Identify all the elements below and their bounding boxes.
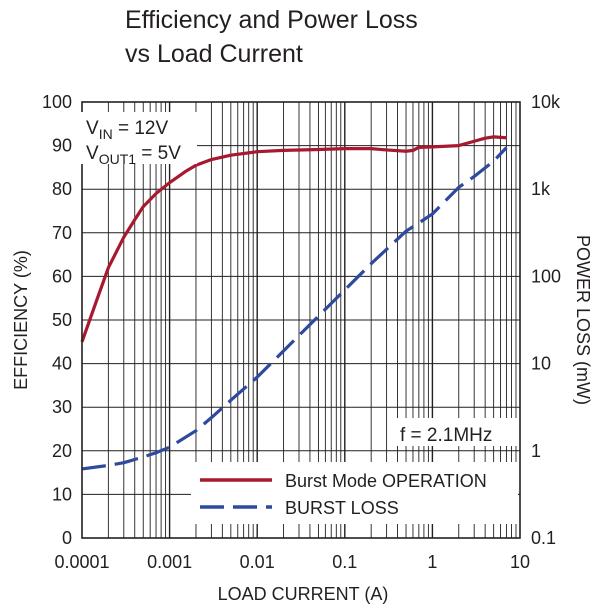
series-line-burst-loss bbox=[81, 146, 508, 471]
vin-value: = 12V bbox=[113, 118, 169, 139]
y-left-tick-label: 90 bbox=[52, 136, 72, 156]
y-left-tick-label: 80 bbox=[52, 179, 72, 199]
y-left-tick-label: 0 bbox=[62, 528, 72, 548]
legend-box bbox=[191, 462, 518, 524]
y-right-tick-label: 1k bbox=[531, 179, 551, 199]
x-tick-label: 1 bbox=[427, 552, 437, 572]
y-left-tick-label: 100 bbox=[42, 92, 72, 112]
series-line-burst-mode-efficiency bbox=[80, 135, 507, 343]
y-right-tick-label: 0.1 bbox=[531, 528, 556, 548]
chart-title-line1: Efficiency and Power Loss bbox=[125, 6, 418, 34]
vin-label: VIN = 12V bbox=[86, 118, 168, 142]
y-left-tick-label: 70 bbox=[52, 223, 72, 243]
vin-symbol: V bbox=[86, 118, 99, 139]
x-tick-label: 0.01 bbox=[240, 552, 275, 572]
x-axis-label: LOAD CURRENT (A) bbox=[218, 584, 389, 604]
legend: Burst Mode OPERATION BURST LOSS bbox=[191, 462, 518, 524]
y-left-axis-ticks: 0 10 20 30 40 50 60 70 80 90 100 bbox=[42, 92, 72, 548]
chart-title-line2: vs Load Current bbox=[125, 40, 303, 68]
vout1-value: = 5V bbox=[136, 143, 181, 164]
y-left-tick-label: 50 bbox=[52, 310, 72, 330]
x-tick-label: 0.001 bbox=[147, 552, 192, 572]
x-tick-label: 0.1 bbox=[332, 552, 357, 572]
x-axis-ticks: 0.0001 0.001 0.01 0.1 1 10 bbox=[54, 552, 530, 572]
y-left-tick-label: 30 bbox=[52, 397, 72, 417]
vout1-symbol: V bbox=[86, 143, 99, 164]
y-left-axis-label: EFFICIENCY (%) bbox=[11, 250, 31, 390]
y-left-tick-label: 20 bbox=[52, 441, 72, 461]
y-right-axis-label: POWER LOSS (mW) bbox=[573, 235, 593, 405]
legend-label-burst-mode: Burst Mode OPERATION bbox=[285, 471, 487, 491]
y-right-tick-label: 10k bbox=[531, 92, 561, 112]
plot-frame bbox=[81, 101, 521, 539]
x-tick-label: 10 bbox=[510, 552, 530, 572]
vout1-label: VOUT1 = 5V bbox=[86, 143, 181, 167]
y-left-tick-label: 40 bbox=[52, 354, 72, 374]
y-right-axis-ticks: 0.1 1 10 100 1k 10k bbox=[531, 92, 561, 548]
annotations: VIN = 12V VOUT1 = 5V f = 2.1MHz bbox=[81, 112, 517, 446]
freq-label-background bbox=[391, 418, 517, 446]
y-right-tick-label: 10 bbox=[531, 354, 551, 374]
frequency-label: f = 2.1MHz bbox=[400, 425, 492, 446]
y-right-tick-label: 100 bbox=[531, 266, 561, 286]
vin-label-background bbox=[81, 112, 197, 164]
y-left-tick-label: 10 bbox=[52, 484, 72, 504]
vout1-subscript: OUT1 bbox=[99, 151, 137, 167]
x-tick-label: 0.0001 bbox=[54, 552, 109, 572]
vin-subscript: IN bbox=[99, 126, 113, 142]
plot-curves bbox=[80, 135, 508, 471]
legend-label-burst-loss: BURST LOSS bbox=[285, 498, 399, 518]
y-right-tick-label: 1 bbox=[531, 441, 541, 461]
y-left-tick-label: 60 bbox=[52, 266, 72, 286]
